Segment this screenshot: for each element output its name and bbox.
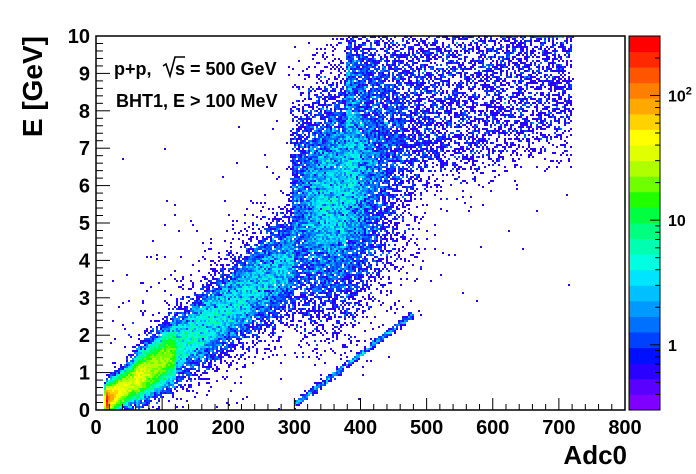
color-scale-frame xyxy=(628,35,661,411)
color-scale-step xyxy=(629,363,660,380)
color-scale: 1 10 102 xyxy=(628,35,692,411)
x-tick-label: 800 xyxy=(608,417,641,439)
color-scale-step xyxy=(629,254,660,271)
density-bins xyxy=(108,334,200,410)
density-bins xyxy=(108,390,118,408)
axes: 0 100 200 300 400 500 600 700 800 0 1 2 3 4 5 6 7 8 9 10 xyxy=(68,26,642,439)
annotation-energy: s = 500 GeV xyxy=(175,59,277,79)
sqrt-sign xyxy=(162,56,185,79)
color-scale-step xyxy=(629,36,660,52)
color-scale-step xyxy=(629,207,660,224)
color-scale-step xyxy=(629,176,660,193)
y-tick-label: 3 xyxy=(79,288,90,310)
color-scale-step xyxy=(629,332,660,349)
color-scale-step xyxy=(629,113,660,130)
y-tick-label: 6 xyxy=(79,176,90,198)
color-scale-tick-label: 10 xyxy=(668,213,686,230)
x-axis-label: Adc0 xyxy=(563,440,627,470)
x-tick-label: 100 xyxy=(145,417,178,439)
density-bins xyxy=(104,350,172,408)
x-tick-label: 0 xyxy=(90,417,101,439)
y-tick-label: 8 xyxy=(79,101,90,123)
density-bins xyxy=(106,394,108,408)
x-tick-label: 300 xyxy=(278,417,311,439)
color-scale-step xyxy=(629,394,660,411)
density-bins xyxy=(106,396,108,406)
x-tick-label: 700 xyxy=(542,417,575,439)
color-scale-step xyxy=(629,98,660,115)
density-layer xyxy=(104,36,574,410)
y-tick-label: 9 xyxy=(79,63,90,85)
y-tick-label: 1 xyxy=(79,363,90,385)
color-scale-step xyxy=(629,82,660,99)
density-bins xyxy=(106,400,108,402)
color-scale-step xyxy=(629,51,660,68)
density-bins xyxy=(106,392,110,410)
x-tick-label: 600 xyxy=(476,417,509,439)
y-tick-label: 5 xyxy=(79,213,90,235)
color-scale-step xyxy=(629,285,660,302)
color-scale-step xyxy=(629,347,660,364)
color-scale-step xyxy=(629,300,660,317)
color-scale-step xyxy=(629,223,660,239)
color-scale-tick-exponent: 2 xyxy=(686,85,692,97)
color-scale-step xyxy=(629,145,660,162)
color-scale-step xyxy=(629,378,660,395)
color-scale-tick-label: 102 xyxy=(668,85,692,105)
y-axis-label: E [GeV] xyxy=(17,36,48,137)
color-scale-step xyxy=(629,160,660,177)
annotation-collision: p+p, xyxy=(114,59,152,79)
y-tick-label: 4 xyxy=(79,250,91,272)
x-tick-label: 400 xyxy=(344,417,377,439)
color-scale-step xyxy=(629,191,660,208)
color-scale-step xyxy=(629,67,660,84)
annotation-trigger: BHT1, E > 100 MeV xyxy=(116,91,278,111)
density-bins xyxy=(104,372,142,406)
color-scale-step xyxy=(629,316,660,333)
color-scale-step xyxy=(629,129,660,146)
color-scale-step xyxy=(629,269,660,286)
y-tick-label: 0 xyxy=(79,400,90,422)
y-tick-label: 10 xyxy=(68,26,90,48)
color-scale-tick-label: 1 xyxy=(668,338,677,355)
density-bins xyxy=(104,36,560,410)
color-scale-step xyxy=(629,238,660,255)
density-bins xyxy=(108,366,150,410)
x-tick-label: 500 xyxy=(410,417,443,439)
y-tick-label: 2 xyxy=(79,325,90,347)
x-tick-label: 200 xyxy=(212,417,245,439)
y-tick-label: 7 xyxy=(79,138,90,160)
